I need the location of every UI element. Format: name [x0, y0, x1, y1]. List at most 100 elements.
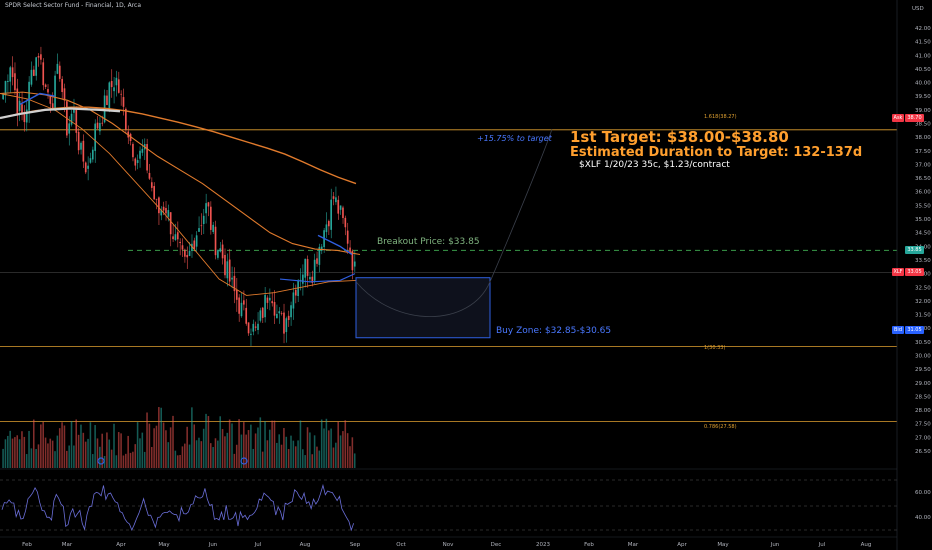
price-badge-tag: XLF [892, 268, 904, 277]
candle-body [228, 259, 231, 282]
volume-bar [89, 422, 92, 468]
volume-bar [243, 422, 245, 468]
pct-to-target-label: +15.75% to target [477, 134, 552, 143]
volume-bar [150, 446, 153, 468]
time-tick-label: Oct [396, 542, 406, 548]
volume-bar [297, 440, 299, 468]
candle-body [96, 122, 99, 129]
volume-bar [139, 438, 141, 468]
candle-body [287, 315, 290, 320]
candle-body [136, 160, 139, 163]
volume-bar [292, 440, 295, 468]
volume-marker [240, 457, 248, 465]
volume-bar [323, 428, 325, 468]
candle-body [101, 122, 104, 124]
candle-body [169, 212, 172, 235]
volume-bar [44, 437, 47, 468]
volume-bar [351, 437, 354, 468]
time-tick-label: Feb [22, 542, 32, 548]
volume-bar [37, 444, 40, 468]
ma-highlight [19, 92, 56, 106]
candle-body [198, 228, 200, 232]
price-tick-label: 30.00 [915, 353, 931, 359]
volume-bar [108, 439, 111, 468]
currency-label: USD [912, 6, 924, 12]
candle-body [42, 62, 45, 86]
volume-bar [25, 454, 28, 468]
volume-bar [217, 440, 219, 468]
ma-short-line [0, 93, 357, 296]
volume-bar [143, 451, 146, 468]
candle-body [108, 82, 111, 109]
time-tick-label: Sep [350, 542, 361, 548]
volume-bar [184, 443, 186, 468]
candle-body [188, 250, 191, 256]
price-tick-label: 37.50 [915, 149, 931, 155]
volume-bar [344, 420, 347, 468]
candle-body [342, 207, 344, 219]
volume-bar [212, 447, 214, 468]
volume-bar [80, 424, 82, 468]
candle-body [120, 93, 122, 95]
volume-bar [120, 433, 122, 468]
volume-bar [188, 444, 191, 468]
volume-bar [313, 435, 316, 468]
candle-body [327, 221, 330, 227]
candle-body [283, 312, 285, 334]
option-label: $XLF 1/20/23 35c, $1.23/contract [579, 160, 730, 170]
price-tick-label: 30.50 [915, 340, 931, 346]
time-tick-label: Apr [677, 542, 687, 548]
candle-body [276, 313, 278, 319]
volume-bar [193, 424, 196, 468]
time-tick-label: May [717, 542, 729, 548]
candle-body [2, 93, 4, 100]
volume-bar [320, 419, 323, 468]
volume-bar [198, 437, 200, 468]
volume-bar [172, 415, 174, 468]
candle-body [250, 333, 252, 335]
candle-body [349, 247, 351, 253]
price-tick-label: 32.50 [915, 285, 931, 291]
candle-body [63, 88, 66, 101]
volume-bar [84, 441, 87, 468]
time-tick-label: Nov [443, 542, 454, 548]
volume-bar [205, 413, 207, 468]
price-tick-label: 32.00 [915, 299, 931, 305]
volume-bar [332, 447, 335, 468]
volume-bar [309, 432, 311, 468]
volume-bar [264, 421, 266, 468]
candle-body [56, 63, 59, 74]
price-tick-label: 35.00 [915, 217, 931, 223]
candle-body [254, 326, 257, 328]
volume-bar [146, 412, 148, 468]
projection-path [355, 128, 553, 317]
candle-body [146, 144, 148, 171]
price-tick-label: 29.50 [915, 367, 931, 373]
price-tick-label: 42.00 [915, 26, 931, 32]
candle-body [297, 281, 299, 296]
candle-body [346, 230, 349, 244]
price-tick-label: 41.50 [915, 40, 931, 46]
volume-bar [68, 445, 70, 468]
ma-highlight [317, 234, 353, 256]
candle-body [233, 275, 236, 292]
volume-bar [165, 430, 167, 468]
volume-bar [11, 438, 14, 468]
time-tick-label: May [158, 542, 170, 548]
candle-body [339, 205, 342, 210]
price-tick-label: 36.00 [915, 190, 931, 196]
candle-body [122, 97, 125, 107]
candle-body [235, 289, 238, 300]
volume-bar [306, 427, 309, 468]
volume-bar [273, 420, 276, 468]
volume-bar [207, 416, 210, 468]
candle-body [9, 67, 12, 82]
time-tick-label: Jun [770, 542, 780, 548]
buy-zone-rect [355, 277, 491, 339]
volume-bar [349, 446, 351, 468]
time-tick-label: 2023 [536, 542, 550, 548]
candle-body [110, 81, 113, 88]
volume-bar [290, 435, 292, 468]
candle-body [32, 69, 35, 76]
